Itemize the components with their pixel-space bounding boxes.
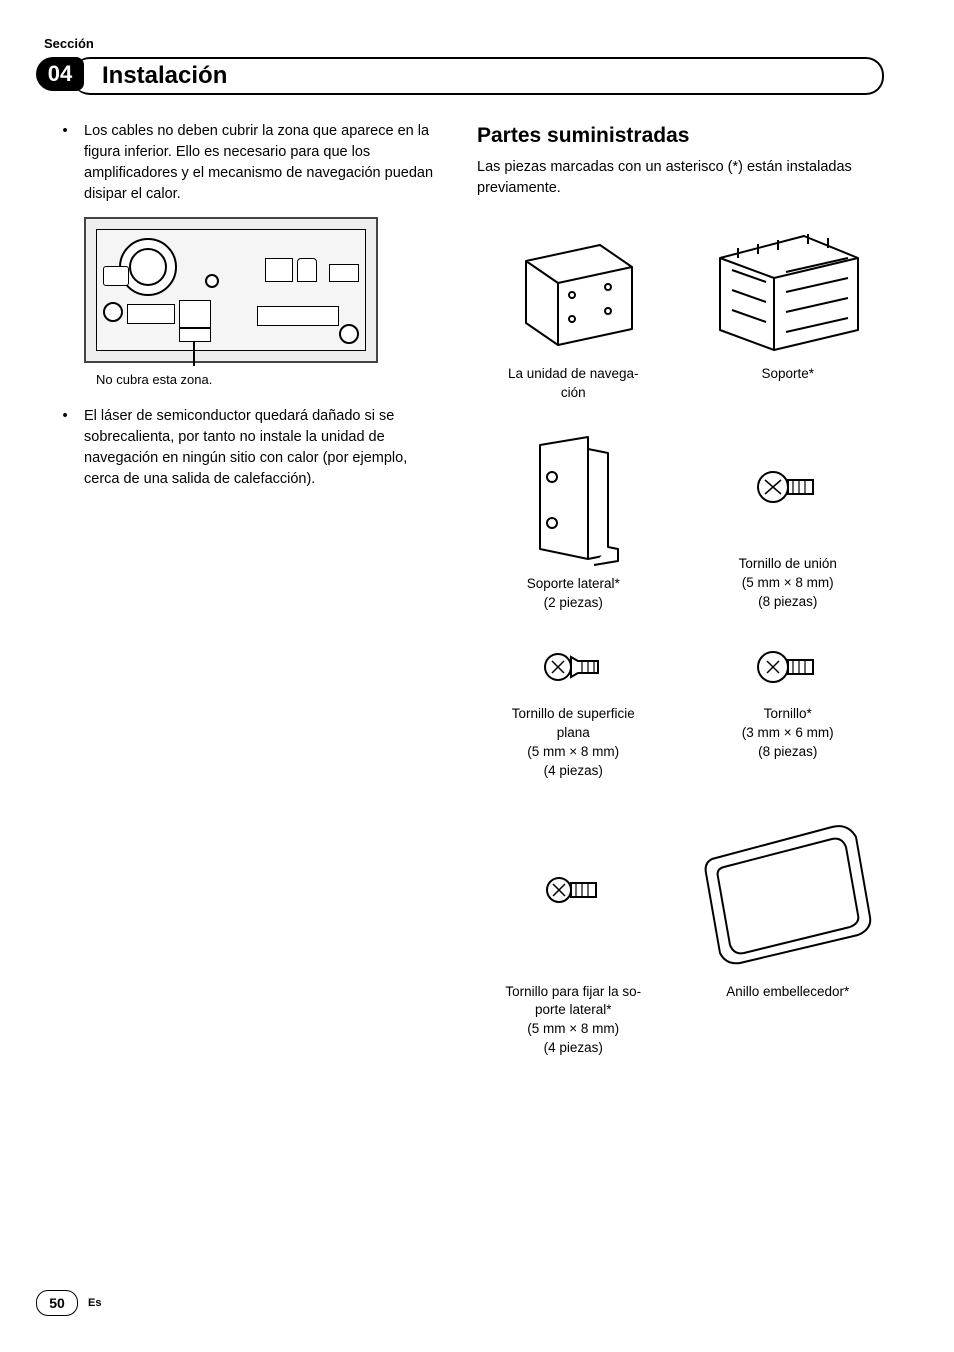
part-label: Anillo embellecedor*: [726, 983, 849, 1002]
part-label: Soporte lateral*: [527, 575, 620, 594]
part-label: plana: [557, 724, 590, 743]
part-nav-unit: La unidad de navega- ción: [477, 217, 670, 403]
part-label: (5 mm × 8 mm): [527, 743, 619, 762]
page-title: Instalación: [102, 62, 227, 90]
side-bracket-icon: [477, 427, 670, 567]
parts-intro: Las piezas marcadas con un asterisco (*)…: [477, 157, 884, 199]
part-secure-screw: Tornillo para fijar la so- porte lateral…: [477, 805, 670, 1059]
part-label: porte lateral*: [535, 1001, 612, 1020]
nav-unit-icon: [477, 217, 670, 357]
part-label: (8 piezas): [758, 593, 817, 612]
part-label: Soporte*: [761, 365, 814, 384]
part-holder: Soporte*: [692, 217, 885, 403]
part-label: (2 piezas): [544, 594, 603, 613]
bullet-2-text: El láser de semiconductor quedará dañado…: [74, 406, 443, 490]
parts-heading: Partes suministradas: [477, 121, 884, 151]
part-screw: Tornillo* (3 mm × 6 mm) (8 piezas): [692, 637, 885, 781]
part-label: (5 mm × 8 mm): [742, 574, 834, 593]
bullet-1-text: Los cables no deben cubrir la zona que a…: [74, 121, 443, 205]
part-label: Tornillo*: [764, 705, 812, 724]
part-label: (8 piezas): [758, 743, 817, 762]
part-truss-screw: Tornillo de unión (5 mm × 8 mm) (8 pieza…: [692, 427, 885, 613]
secure-screw-icon: [477, 805, 670, 975]
part-label: Tornillo para fijar la so-: [505, 983, 641, 1002]
truss-screw-icon: [692, 427, 885, 547]
bullet-icon: •: [36, 406, 74, 490]
col-right: Partes suministradas Las piezas marcadas…: [477, 121, 884, 1058]
part-label: (5 mm × 8 mm): [527, 1020, 619, 1039]
lang-code: Es: [88, 1297, 101, 1309]
col-left: • Los cables no deben cubrir la zona que…: [36, 121, 443, 1058]
fig-rear-panel: [84, 217, 443, 363]
part-label: (4 piezas): [544, 762, 603, 781]
parts-grid: La unidad de navega- ción: [477, 217, 884, 1058]
section-label: Sección: [44, 36, 884, 51]
part-flush-screw: Tornillo de superficie plana (5 mm × 8 m…: [477, 637, 670, 781]
holder-icon: [692, 217, 885, 357]
trim-ring-icon: [692, 805, 885, 975]
screw-icon: [692, 637, 885, 697]
page-number: 50: [36, 1290, 78, 1316]
fig1-caption: No cubra esta zona.: [96, 371, 443, 390]
part-label: (3 mm × 6 mm): [742, 724, 834, 743]
part-label: ción: [561, 384, 586, 403]
part-label: (4 piezas): [544, 1039, 603, 1058]
flush-screw-icon: [477, 637, 670, 697]
part-label: Tornillo de superficie: [512, 705, 635, 724]
bullet-icon: •: [36, 121, 74, 205]
bullet-2: • El láser de semiconductor quedará daña…: [36, 406, 443, 490]
part-label: La unidad de navega-: [508, 365, 639, 384]
title-bar: Instalación: [72, 57, 884, 95]
part-side-bracket: Soporte lateral* (2 piezas): [477, 427, 670, 613]
bullet-1: • Los cables no deben cubrir la zona que…: [36, 121, 443, 205]
part-trim-ring: Anillo embellecedor*: [692, 805, 885, 1059]
footer: 50 Es: [36, 1290, 101, 1316]
header: 04 Instalación: [36, 57, 884, 91]
part-label: Tornillo de unión: [739, 555, 837, 574]
